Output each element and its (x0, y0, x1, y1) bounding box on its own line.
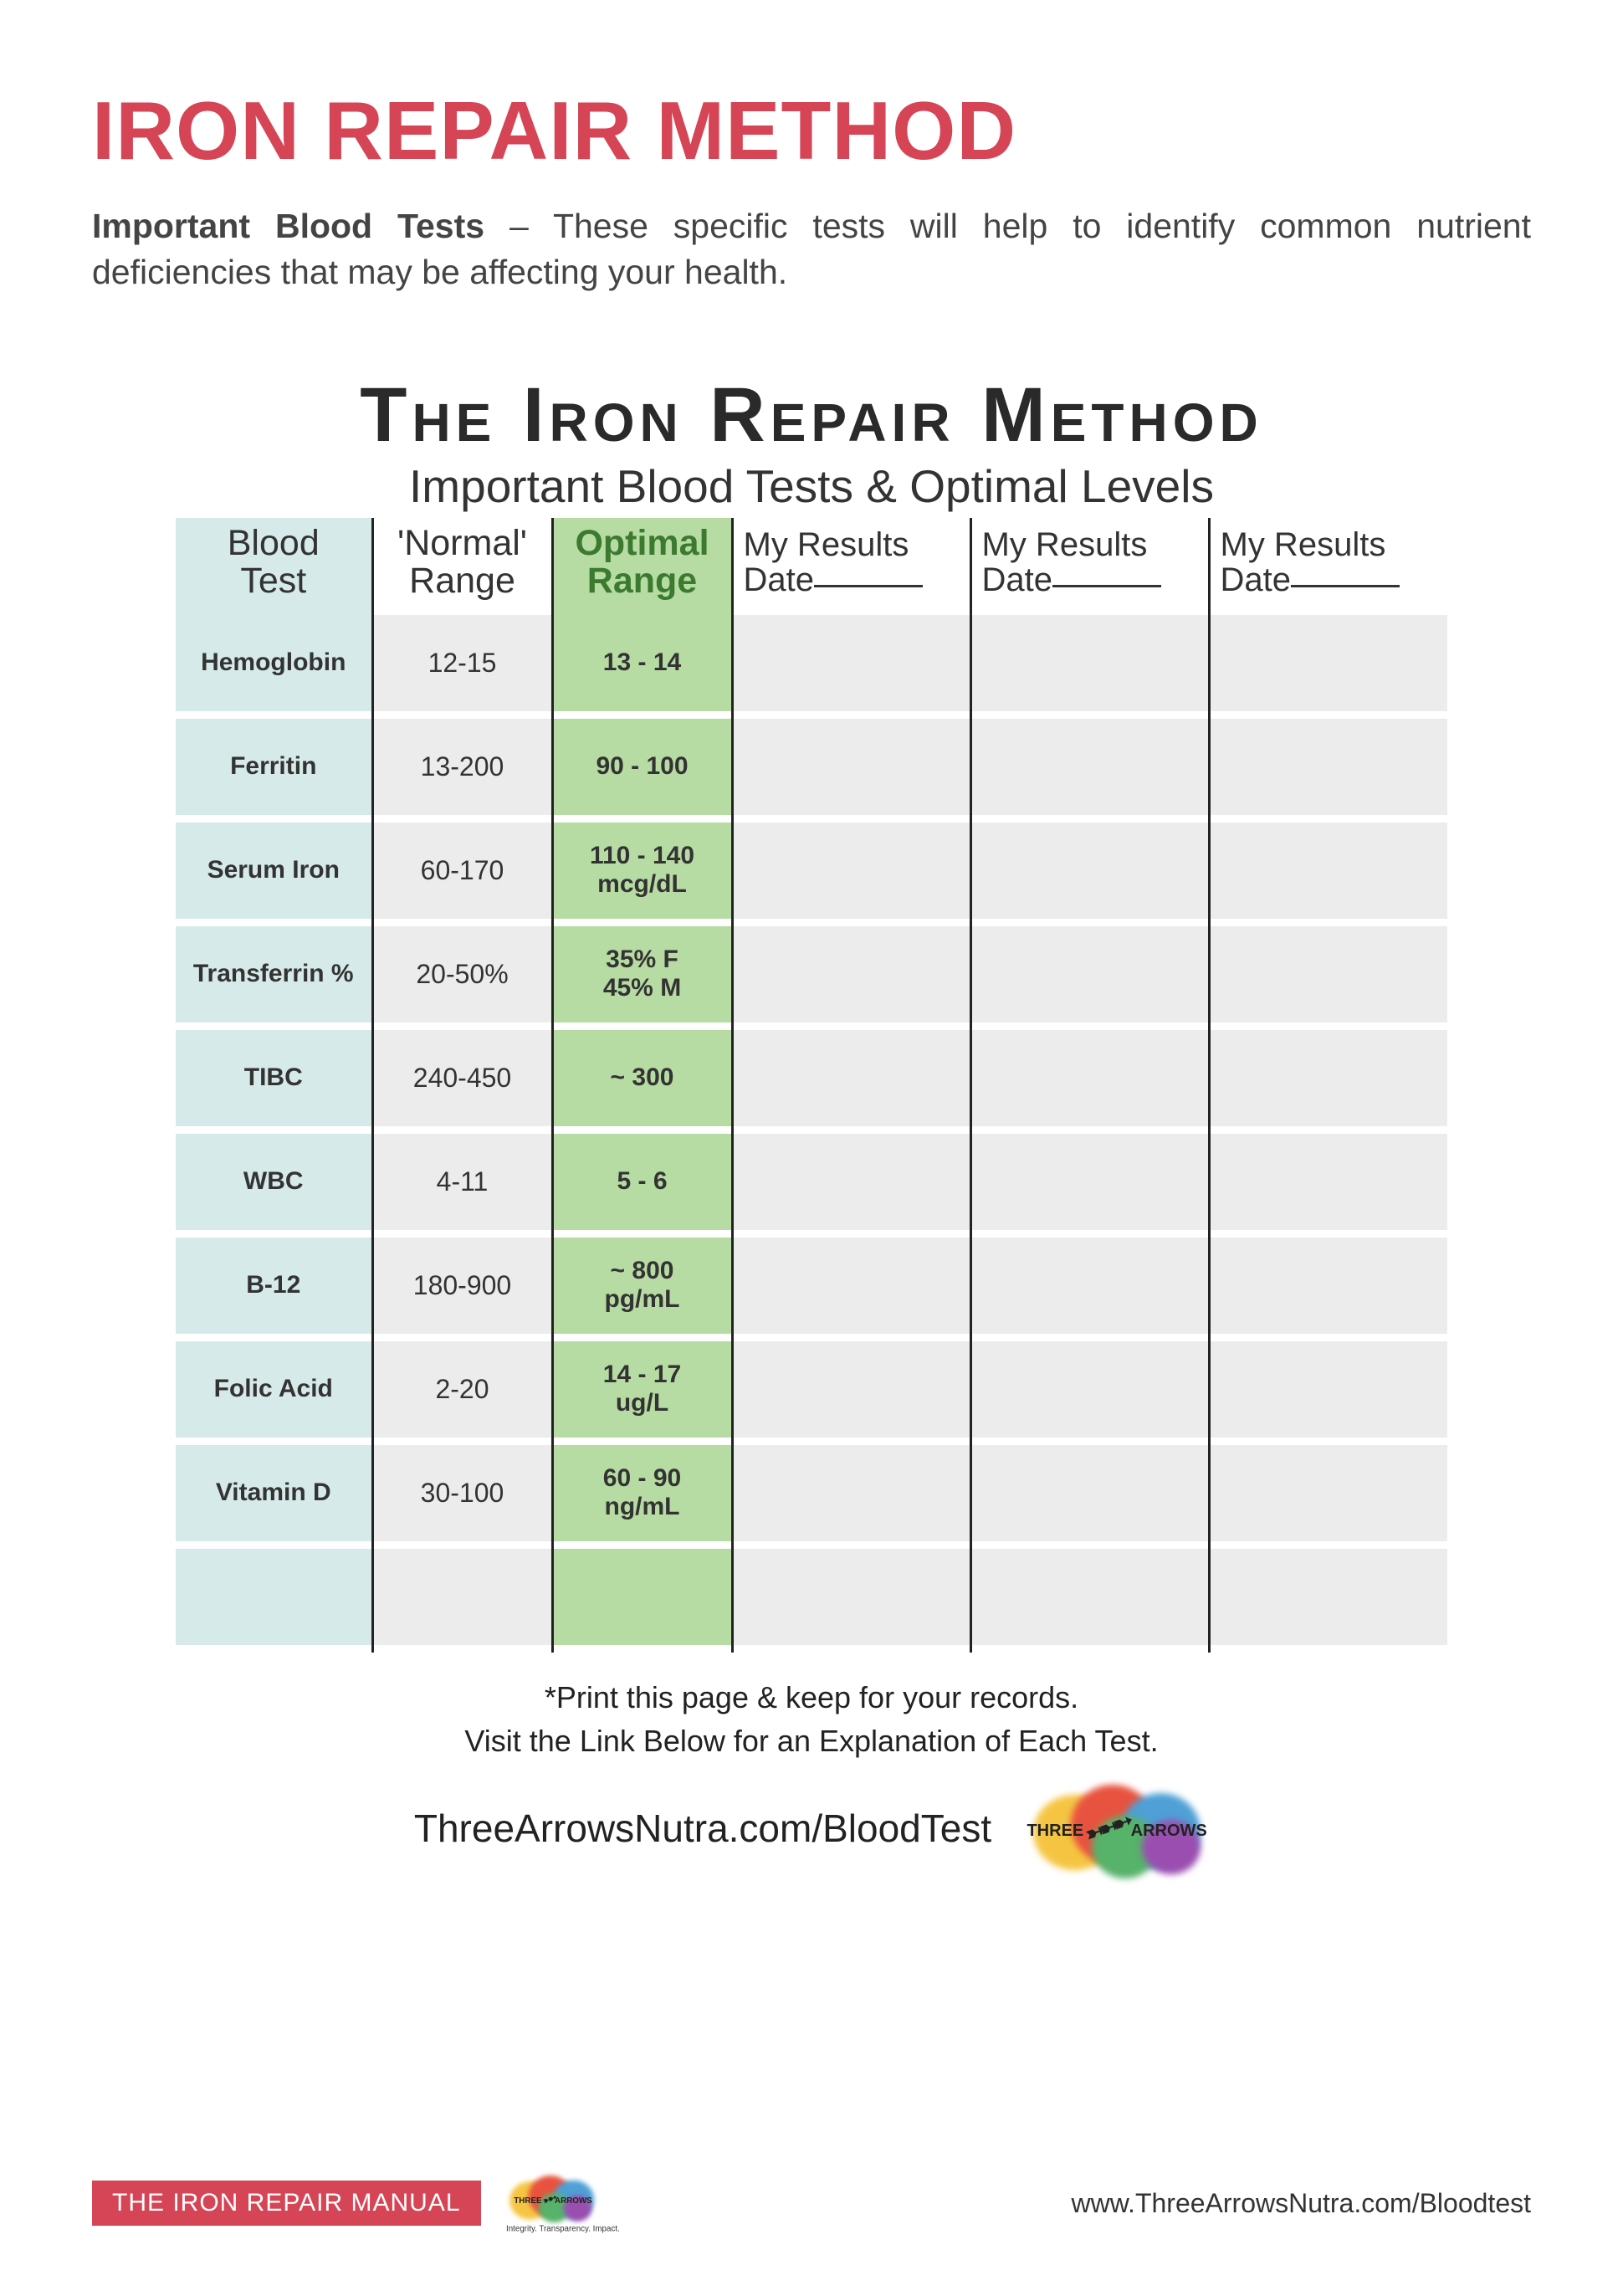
cell-result-1[interactable] (732, 615, 970, 719)
cell-result-3[interactable] (1209, 1238, 1447, 1341)
cell-result-3[interactable] (1209, 615, 1447, 719)
cell-result-3[interactable] (1209, 719, 1447, 823)
cell-optimal: 14 - 17 ug/L (552, 1341, 732, 1445)
cell-normal: 30-100 (372, 1445, 552, 1549)
cell-result-1[interactable] (732, 1238, 970, 1341)
cell-result-1[interactable] (732, 926, 970, 1030)
cell-test: TIBC (176, 1030, 372, 1134)
cell-normal: 12-15 (372, 615, 552, 719)
cell-result-3[interactable] (1209, 823, 1447, 926)
cell-empty (1209, 1549, 1447, 1653)
cell-empty (176, 1549, 372, 1653)
page-title: IRON REPAIR METHOD (92, 84, 1531, 178)
print-note: *Print this page & keep for your records… (176, 1676, 1447, 1719)
col-header-test: Blood Test (176, 518, 372, 615)
cell-optimal: ~ 800 pg/mL (552, 1238, 732, 1341)
after-table-note: *Print this page & keep for your records… (176, 1676, 1447, 1763)
cell-empty (732, 1549, 970, 1653)
cell-normal: 20-50% (372, 926, 552, 1030)
table-row: Hemoglobin12-1513 - 14 (176, 615, 1447, 719)
cell-normal: 60-170 (372, 823, 552, 926)
table-row: Ferritin13-20090 - 100 (176, 719, 1447, 823)
col-header-results-1: My Results Date (732, 518, 970, 615)
col-header-normal: 'Normal' Range (372, 518, 552, 615)
cell-result-3[interactable] (1209, 1030, 1447, 1134)
visit-link-note: Visit the Link Below for an Explanation … (176, 1719, 1447, 1763)
cell-test: Vitamin D (176, 1445, 372, 1549)
cell-empty (970, 1549, 1209, 1653)
cell-empty (372, 1549, 552, 1653)
cell-result-2[interactable] (970, 926, 1209, 1030)
cell-result-1[interactable] (732, 719, 970, 823)
footer-url[interactable]: www.ThreeArrowsNutra.com/Bloodtest (1071, 2188, 1531, 2219)
blood-test-chart: The Iron Repair Method Important Blood T… (176, 372, 1447, 1879)
table-row: TIBC240-450~ 300 (176, 1030, 1447, 1134)
cell-result-3[interactable] (1209, 1134, 1447, 1238)
table-row-empty (176, 1549, 1447, 1653)
cell-result-1[interactable] (732, 1134, 970, 1238)
chart-subtitle: Important Blood Tests & Optimal Levels (176, 459, 1447, 513)
cell-normal: 4-11 (372, 1134, 552, 1238)
cell-result-2[interactable] (970, 719, 1209, 823)
cell-normal: 240-450 (372, 1030, 552, 1134)
cell-test: Transferrin % (176, 926, 372, 1030)
table-row: Folic Acid2-2014 - 17 ug/L (176, 1341, 1447, 1445)
cell-result-1[interactable] (732, 823, 970, 926)
page-footer: THE IRON REPAIR MANUAL THREE➳➳ARROWS Int… (92, 2160, 1531, 2246)
blood-tests-table: Blood Test 'Normal' Range Optimal Range … (176, 518, 1447, 1653)
cell-test: Serum Iron (176, 823, 372, 926)
cell-result-2[interactable] (970, 1238, 1209, 1341)
table-header-row: Blood Test 'Normal' Range Optimal Range … (176, 518, 1447, 615)
cell-test: Hemoglobin (176, 615, 372, 719)
link-row: ThreeArrowsNutra.com/BloodTest THREE➳➳➳A… (176, 1778, 1447, 1878)
table-row: Serum Iron60-170110 - 140 mcg/dL (176, 823, 1447, 926)
cell-result-3[interactable] (1209, 1341, 1447, 1445)
cell-result-2[interactable] (970, 1030, 1209, 1134)
table-row: WBC4-115 - 6 (176, 1134, 1447, 1238)
intro-bold: Important Blood Tests (92, 207, 484, 245)
cell-optimal: 35% F 45% M (552, 926, 732, 1030)
cell-result-2[interactable] (970, 1341, 1209, 1445)
cell-result-1[interactable] (732, 1030, 970, 1134)
intro-paragraph: Important Blood Tests – These specific t… (92, 203, 1531, 296)
cell-result-2[interactable] (970, 1445, 1209, 1549)
cell-test: B-12 (176, 1238, 372, 1341)
cell-result-2[interactable] (970, 615, 1209, 719)
cell-result-3[interactable] (1209, 1445, 1447, 1549)
cell-test: WBC (176, 1134, 372, 1238)
cell-normal: 2-20 (372, 1341, 552, 1445)
cell-optimal: 110 - 140 mcg/dL (552, 823, 732, 926)
cell-result-2[interactable] (970, 1134, 1209, 1238)
bloodtest-link[interactable]: ThreeArrowsNutra.com/BloodTest (414, 1806, 991, 1851)
cell-optimal: 90 - 100 (552, 719, 732, 823)
col-header-results-3: My Results Date (1209, 518, 1447, 615)
cell-optimal: 60 - 90 ng/mL (552, 1445, 732, 1549)
cell-result-1[interactable] (732, 1445, 970, 1549)
cell-result-3[interactable] (1209, 926, 1447, 1030)
table-row: Vitamin D30-10060 - 90 ng/mL (176, 1445, 1447, 1549)
three-arrows-logo: THREE➳➳➳ARROWS (1025, 1778, 1209, 1878)
cell-optimal: ~ 300 (552, 1030, 732, 1134)
table-row: Transferrin %20-50%35% F 45% M (176, 926, 1447, 1030)
cell-normal: 13-200 (372, 719, 552, 823)
cell-test: Folic Acid (176, 1341, 372, 1445)
cell-empty (552, 1549, 732, 1653)
cell-result-1[interactable] (732, 1341, 970, 1445)
footer-badge: THE IRON REPAIR MANUAL (92, 2181, 481, 2226)
cell-result-2[interactable] (970, 823, 1209, 926)
cell-test: Ferritin (176, 719, 372, 823)
cell-normal: 180-900 (372, 1238, 552, 1341)
chart-title: The Iron Repair Method (176, 372, 1447, 459)
col-header-results-2: My Results Date (970, 518, 1209, 615)
cell-optimal: 5 - 6 (552, 1134, 732, 1238)
table-row: B-12180-900~ 800 pg/mL (176, 1238, 1447, 1341)
footer-logo: THREE➳➳ARROWS Integrity. Transparency. I… (506, 2173, 620, 2232)
col-header-optimal: Optimal Range (552, 518, 732, 615)
cell-optimal: 13 - 14 (552, 615, 732, 719)
